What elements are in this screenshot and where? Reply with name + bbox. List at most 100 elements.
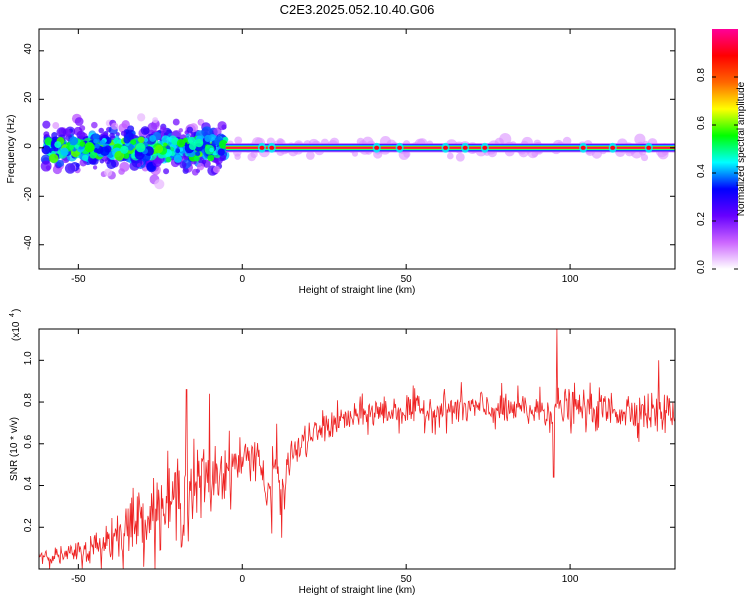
spectrogram-core-blob [93, 138, 98, 144]
spectrogram-blob [52, 122, 60, 129]
spectrogram-core-blob [123, 136, 131, 144]
colorbar: 0.0 0.2 0.4 0.6 0.8 Normalized spectral ampl… [696, 29, 747, 274]
spectrogram-core-blob [194, 155, 200, 162]
spectrogram-core-blob [84, 142, 95, 153]
spectrogram-blob [185, 133, 190, 138]
spectrogram-blob [136, 162, 142, 168]
spectrogram-blob [152, 117, 159, 123]
spectrogram-core-blob [137, 136, 145, 144]
spectrogram-core-blob [218, 139, 228, 149]
spectrogram-core-blob [175, 148, 181, 154]
snr-y-label: SNR (10 * v/v) [9, 417, 20, 481]
spectrogram-blob [198, 118, 204, 124]
spectrogram-blob [161, 135, 170, 144]
spectrogram-halo [446, 152, 454, 160]
spectrogram-core-blob [194, 138, 204, 148]
spectrogram-halo [276, 137, 284, 145]
spectrogram-core-blob [165, 156, 172, 163]
spectrogram-blob [163, 168, 170, 175]
y-tick-label: 0.8 [23, 393, 34, 407]
spectrogram-ridge-peak [482, 145, 488, 150]
spectrogram-blob [143, 137, 149, 143]
y-tick-label: 0.6 [23, 434, 34, 448]
spectrogram-core-blob [154, 144, 164, 154]
snr-multiplier: (x10 4 ) [9, 309, 22, 341]
spectrogram-core-blob [100, 146, 110, 157]
spectrogram-frame [38, 28, 676, 270]
spectrogram-core-blob [69, 136, 79, 146]
spectrogram-blob [92, 165, 98, 170]
spectrogram-blob [56, 159, 64, 168]
spectrogram-y-ticks: -40 -20 0 20 40 [23, 43, 675, 250]
spectrogram-panel: -50 0 50 100 -40 -20 0 20 40 Height of straight… [6, 28, 676, 296]
spectrogram-core-blob [188, 142, 197, 150]
spectrogram-blob [82, 154, 89, 162]
colorbar-label: Normalized spectral amplitude [736, 81, 747, 216]
spectrogram-core-blob [176, 139, 186, 148]
y-tick-label: 0.2 [23, 518, 34, 532]
snr-series-line [39, 329, 675, 569]
x-tick-label: 0 [239, 574, 245, 585]
y-tick-label: 40 [23, 43, 34, 55]
spectrogram-core-blob [54, 141, 62, 149]
spectrogram-blob [186, 126, 194, 133]
spectrogram-ridge-peak [259, 145, 265, 150]
spectrogram-ridge-peak [443, 145, 449, 150]
spectrogram-core-blob [217, 148, 225, 156]
spectrogram-blob [191, 168, 199, 176]
x-tick-label: -50 [71, 274, 86, 285]
spectrogram-blob [120, 130, 126, 136]
spectrogram-blob [119, 161, 130, 172]
spectrogram-core-blob [92, 133, 100, 140]
spectrogram-core-blob [130, 139, 137, 146]
spectrogram-core-blob [79, 141, 86, 147]
spectrogram-blob [212, 165, 221, 174]
y-tick-label: 0 [23, 143, 34, 149]
spectrogram-y-label: Frequency (Hz) [6, 115, 17, 184]
spectrogram-core-blob [163, 142, 168, 147]
spectrogram-core-blob [113, 137, 120, 144]
spectrogram-core-blob [74, 144, 79, 149]
spectrogram-ridge-peak [397, 145, 403, 150]
spectrogram-core-blob [204, 134, 212, 142]
snr-frame [38, 328, 676, 570]
spectrogram-core-blob [120, 145, 129, 154]
spectrogram-blob [111, 122, 119, 130]
spectrogram-core-blob [60, 147, 69, 156]
spectrogram-blob [98, 127, 105, 134]
snr-x-label: Height of straight line (km) [299, 585, 416, 596]
spectrogram-blob [196, 162, 205, 171]
colorbar-gradient [712, 29, 738, 269]
spectrogram-blob [217, 121, 227, 131]
snr-y-ticks: 0.2 0.4 0.6 0.8 1.0 [23, 351, 675, 532]
spectrogram-blob [40, 160, 52, 172]
x-tick-label: 0 [239, 274, 245, 285]
spectrogram-blob [172, 118, 180, 126]
spectrogram-halo [234, 136, 243, 145]
colorbar-ticks: 0.0 0.2 0.4 0.6 0.8 [696, 68, 738, 274]
snr-x-ticks: -50 0 50 100 [71, 329, 579, 585]
spectrogram-core-blob [207, 154, 215, 162]
spectrogram-core-blob [69, 144, 75, 151]
y-tick-label: -20 [23, 187, 34, 202]
colorbar-tick-label: 0.2 [696, 212, 707, 226]
x-tick-label: -50 [71, 574, 86, 585]
spectrogram-ridge-peak [646, 145, 652, 150]
x-tick-label: 50 [401, 574, 413, 585]
spectrogram-core-blob [44, 137, 53, 146]
spectrogram-blob [74, 117, 84, 126]
spectrogram-ridge-peak [580, 145, 586, 150]
y-tick-label: 0.4 [23, 476, 34, 490]
spectrogram-core-blob [122, 152, 130, 159]
spectrogram-x-ticks: -50 0 50 100 [71, 29, 579, 285]
snr-panel: -50 0 50 100 0.2 0.4 0.6 0.8 1.0 Height of stra… [9, 309, 676, 596]
spectrogram-blob [182, 167, 189, 174]
spectrogram-blob [56, 127, 67, 138]
snr-multiplier-close: ) [11, 309, 22, 312]
spectrogram-halo [640, 153, 649, 162]
spectrogram-halo [234, 153, 241, 160]
y-tick-label: 20 [23, 91, 34, 103]
y-tick-label: 1.0 [23, 351, 34, 365]
spectrogram-blob [42, 120, 51, 129]
